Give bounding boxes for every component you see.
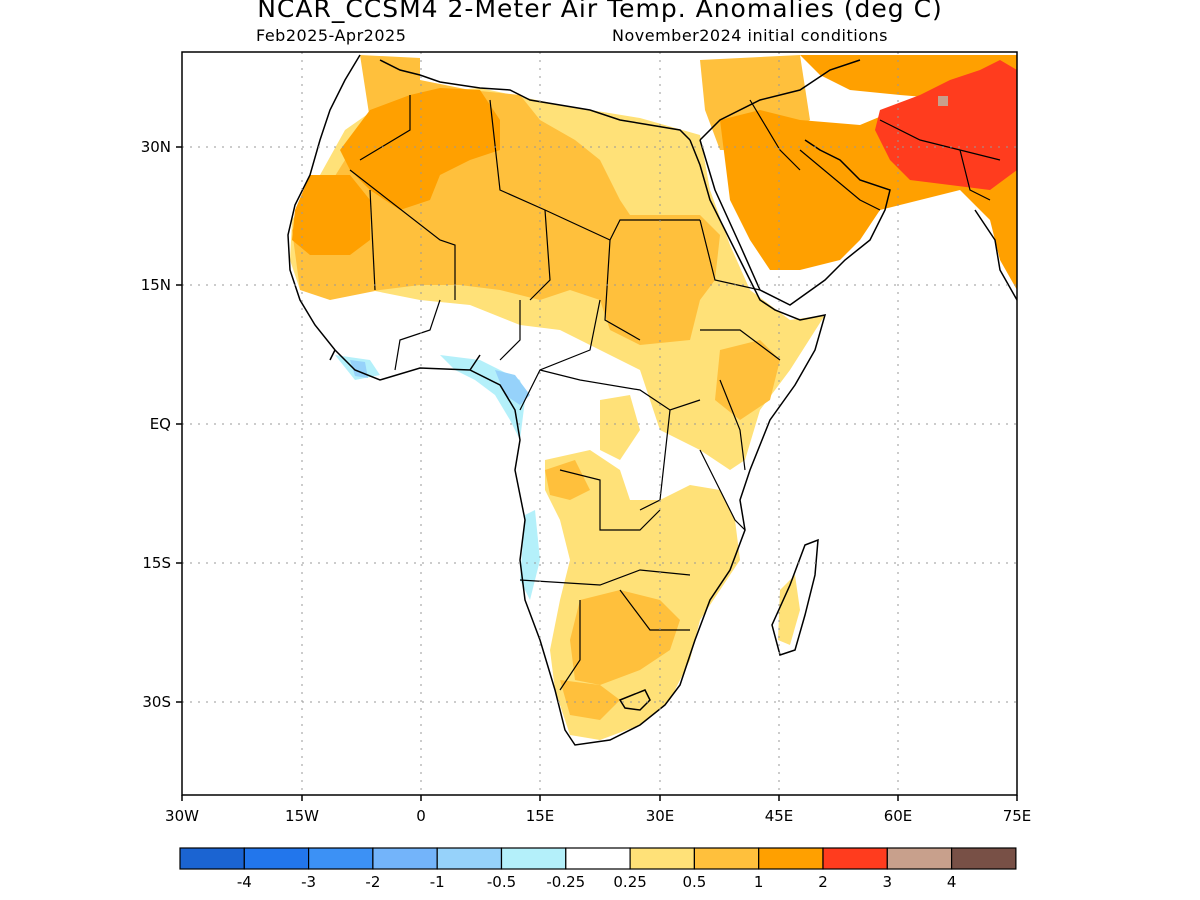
y-tick-label: EQ bbox=[150, 415, 171, 433]
chart-title: NCAR_CCSM4 2-Meter Air Temp. Anomalies (… bbox=[257, 0, 943, 23]
initial-conditions-subtitle: November2024 initial conditions bbox=[612, 26, 888, 45]
legend-label: -4 bbox=[237, 873, 252, 891]
anomaly-light-orange-south bbox=[570, 590, 680, 685]
x-tick-label: 30W bbox=[165, 807, 199, 825]
x-tick-label: 75E bbox=[1003, 807, 1032, 825]
y-tick-marks bbox=[176, 146, 182, 703]
legend-swatch bbox=[372, 847, 438, 870]
legend-swatch bbox=[950, 847, 1017, 870]
legend-label: 1 bbox=[754, 873, 764, 891]
x-tick-label: 45E bbox=[765, 807, 794, 825]
x-tick-label: 0 bbox=[416, 807, 426, 825]
legend-swatch bbox=[179, 847, 245, 870]
anomaly-orange-mauritania bbox=[292, 175, 370, 255]
y-tick-label: 30N bbox=[141, 138, 171, 156]
legend-label: -0.5 bbox=[487, 873, 516, 891]
anomaly-blue-cameroon bbox=[495, 370, 530, 405]
gridlines bbox=[182, 52, 1017, 795]
legend-swatch bbox=[886, 847, 953, 870]
anomaly-light-orange-angola bbox=[545, 460, 590, 500]
y-tick-label: 15S bbox=[142, 554, 171, 572]
x-tick-label: 30E bbox=[646, 807, 675, 825]
legend-swatch bbox=[243, 847, 310, 870]
anomaly-light-orange-southwest bbox=[560, 680, 620, 720]
anomaly-orange-northwest bbox=[340, 88, 500, 210]
legend-label: 0.25 bbox=[613, 873, 646, 891]
x-tick-marks bbox=[181, 795, 1018, 801]
y-tick-label: 30S bbox=[142, 693, 171, 711]
color-legend: -4 -3 -2 -1 -0.5 -0.25 0.25 0.5 1 2 3 4 bbox=[179, 847, 1017, 891]
legend-swatch bbox=[436, 847, 503, 870]
period-subtitle: Feb2025-Apr2025 bbox=[256, 26, 407, 45]
country-borders bbox=[349, 95, 1001, 691]
legend-label: -1 bbox=[430, 873, 445, 891]
anomaly-yellow-madagascar bbox=[778, 575, 800, 645]
anomaly-brown-iran bbox=[938, 96, 948, 106]
legend-swatch bbox=[758, 847, 824, 870]
legend-label: -2 bbox=[365, 873, 380, 891]
anomaly-red-iran bbox=[875, 60, 1017, 190]
anomaly-light-blue-namibia bbox=[520, 510, 540, 600]
legend-swatch bbox=[822, 847, 888, 870]
anomaly-light-orange-east bbox=[715, 340, 780, 420]
map-area bbox=[285, 54, 1017, 746]
legend-swatch bbox=[308, 847, 374, 870]
x-tick-label: 15E bbox=[526, 807, 555, 825]
x-tick-label: 15W bbox=[285, 807, 319, 825]
legend-label: 3 bbox=[883, 873, 893, 891]
anomaly-yellow-central bbox=[600, 395, 640, 460]
coastlines bbox=[287, 54, 1017, 746]
legend-swatch bbox=[565, 847, 631, 870]
legend-label: -3 bbox=[301, 873, 316, 891]
legend-swatch bbox=[500, 847, 567, 870]
y-tick-label: 15N bbox=[141, 276, 171, 294]
legend-label: 0.5 bbox=[682, 873, 706, 891]
legend-label: -0.25 bbox=[546, 873, 585, 891]
legend-swatch bbox=[693, 847, 760, 870]
x-tick-label: 60E bbox=[884, 807, 913, 825]
legend-label: 2 bbox=[818, 873, 828, 891]
legend-label: 4 bbox=[947, 873, 957, 891]
legend-swatch bbox=[629, 847, 695, 870]
